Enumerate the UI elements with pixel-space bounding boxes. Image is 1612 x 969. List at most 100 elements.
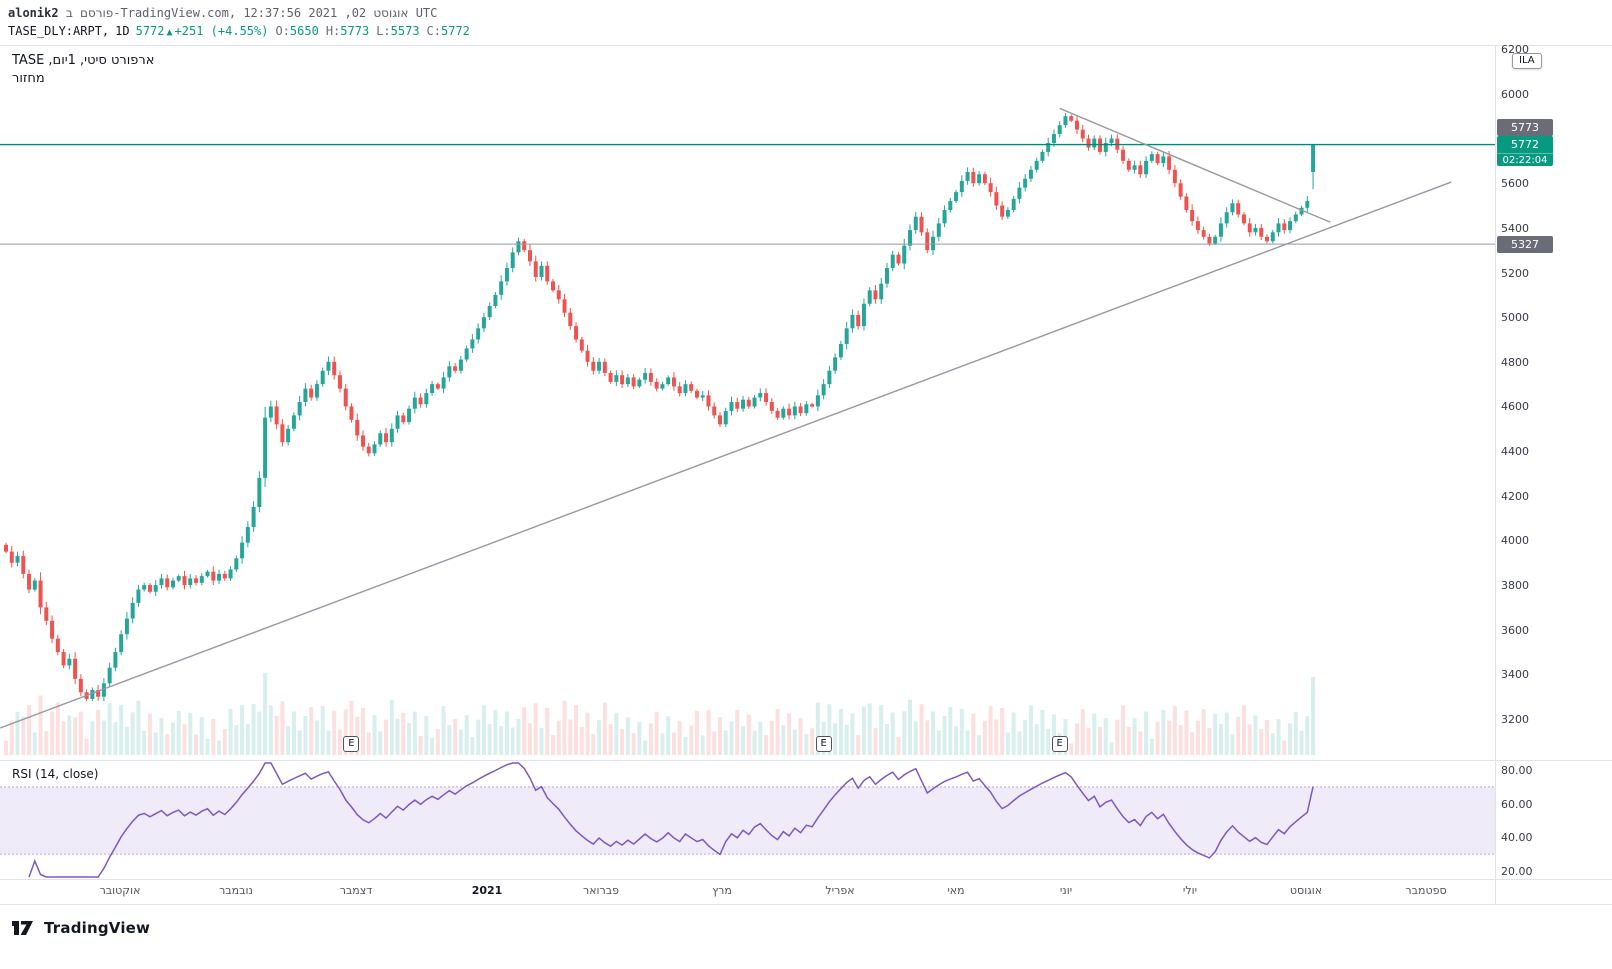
snapshot-header: alonik2 פורסם ב-TradingView.com, אוגוסט … [8,5,470,41]
price-tick: 4000 [1501,534,1529,548]
candle-body [251,506,256,528]
low-value: 5573 [390,24,420,38]
price-tick: 5400 [1501,221,1529,235]
volume-bar [1098,726,1103,755]
candle-body [700,395,705,398]
volume-bar [556,720,561,755]
candle-body [395,415,400,429]
candle-body [533,261,538,277]
candle-body [954,192,959,202]
publish-info: פורסם ב-TradingView.com, אוגוסט 02, 2021… [65,6,438,20]
volume-bar [1270,733,1275,755]
volume-bar [1138,731,1143,755]
candle-body [257,477,262,507]
volume-bar [527,723,532,755]
candle-body [1121,149,1126,161]
volume-bar [504,711,509,755]
timeframe: 1D [115,24,130,38]
candle-body [1241,214,1246,224]
hline-price-label-5327: 5327 [1497,236,1553,254]
candle-body [1184,196,1189,210]
volume-bar [758,721,763,755]
volume-bar [337,729,342,755]
time-label: מרץ [712,884,732,897]
volume-bar [1086,727,1091,755]
tradingview-logo-icon [12,921,33,935]
volume-bar [211,718,216,755]
candle-body [481,317,486,329]
candle-body [240,542,245,559]
volume-bar [551,735,556,755]
candle-body [971,172,976,184]
footer: TradingView [10,916,150,940]
volume-bar [194,734,199,755]
volume-bar [199,717,204,755]
candle-body [1282,223,1287,231]
volume-bar [1241,705,1246,755]
price-tick: 6000 [1501,87,1529,101]
volume-bar [677,720,682,755]
volume-bar [510,727,515,755]
volume-bar [913,721,918,755]
candle-body [499,281,504,295]
candle-body [182,576,187,586]
candle-body [1000,205,1005,217]
candle-body [314,384,319,398]
candle-body [297,402,302,416]
volume-bar [1288,723,1293,755]
brand-name: TradingView [44,919,151,937]
candle-body [280,424,285,443]
volume-bar [9,720,14,755]
volume-bar [884,724,889,755]
volume-bar [792,729,797,755]
volume-bar [418,736,423,755]
volume-bar [614,712,619,755]
price-tick: 4200 [1501,489,1529,503]
close-label: C: [426,24,441,38]
candle-body [4,544,8,552]
candle-body [551,281,556,291]
candle-body [124,618,129,635]
candle-body [67,658,72,666]
volume-bar [280,701,285,755]
candle-body [1144,160,1149,175]
volume-bar [343,709,348,755]
candle-body [977,174,982,184]
candle-body [510,252,515,269]
candle-body [994,192,999,206]
candle-body [1276,223,1281,233]
volume-bar [896,736,901,755]
earnings-event-badge[interactable]: E [343,736,360,752]
volume-bar [1224,712,1229,755]
candle-body [424,393,429,405]
candle-body [769,402,774,411]
volume-bar [481,705,486,755]
candle-body [1098,138,1103,152]
volume-bar [1051,714,1056,755]
candle-body [1218,223,1223,237]
earnings-event-badge[interactable]: E [1051,736,1068,752]
volume-bar [574,705,579,755]
volume-bar [27,705,32,755]
earnings-event-badge[interactable]: E [815,736,832,752]
volume-bar [303,716,308,755]
volume-bar [516,718,521,755]
candle-body [1265,236,1270,242]
candle-body [884,268,889,284]
rsi-line [28,762,1314,878]
candle-body [291,415,296,429]
volume-bar [712,731,717,755]
candle-body [147,585,152,592]
volume-bar [314,720,319,755]
candle-body [1109,138,1114,144]
volume-bar [545,707,550,755]
volume-bar [84,738,89,755]
publish-line: alonik2 פורסם ב-TradingView.com, אוגוסט … [8,5,470,21]
candle-body [1259,227,1264,237]
volume-bar [332,710,337,755]
candle-body [217,573,222,581]
candle-body [1230,203,1235,213]
candle-body [435,384,440,389]
candle-body [360,435,365,447]
